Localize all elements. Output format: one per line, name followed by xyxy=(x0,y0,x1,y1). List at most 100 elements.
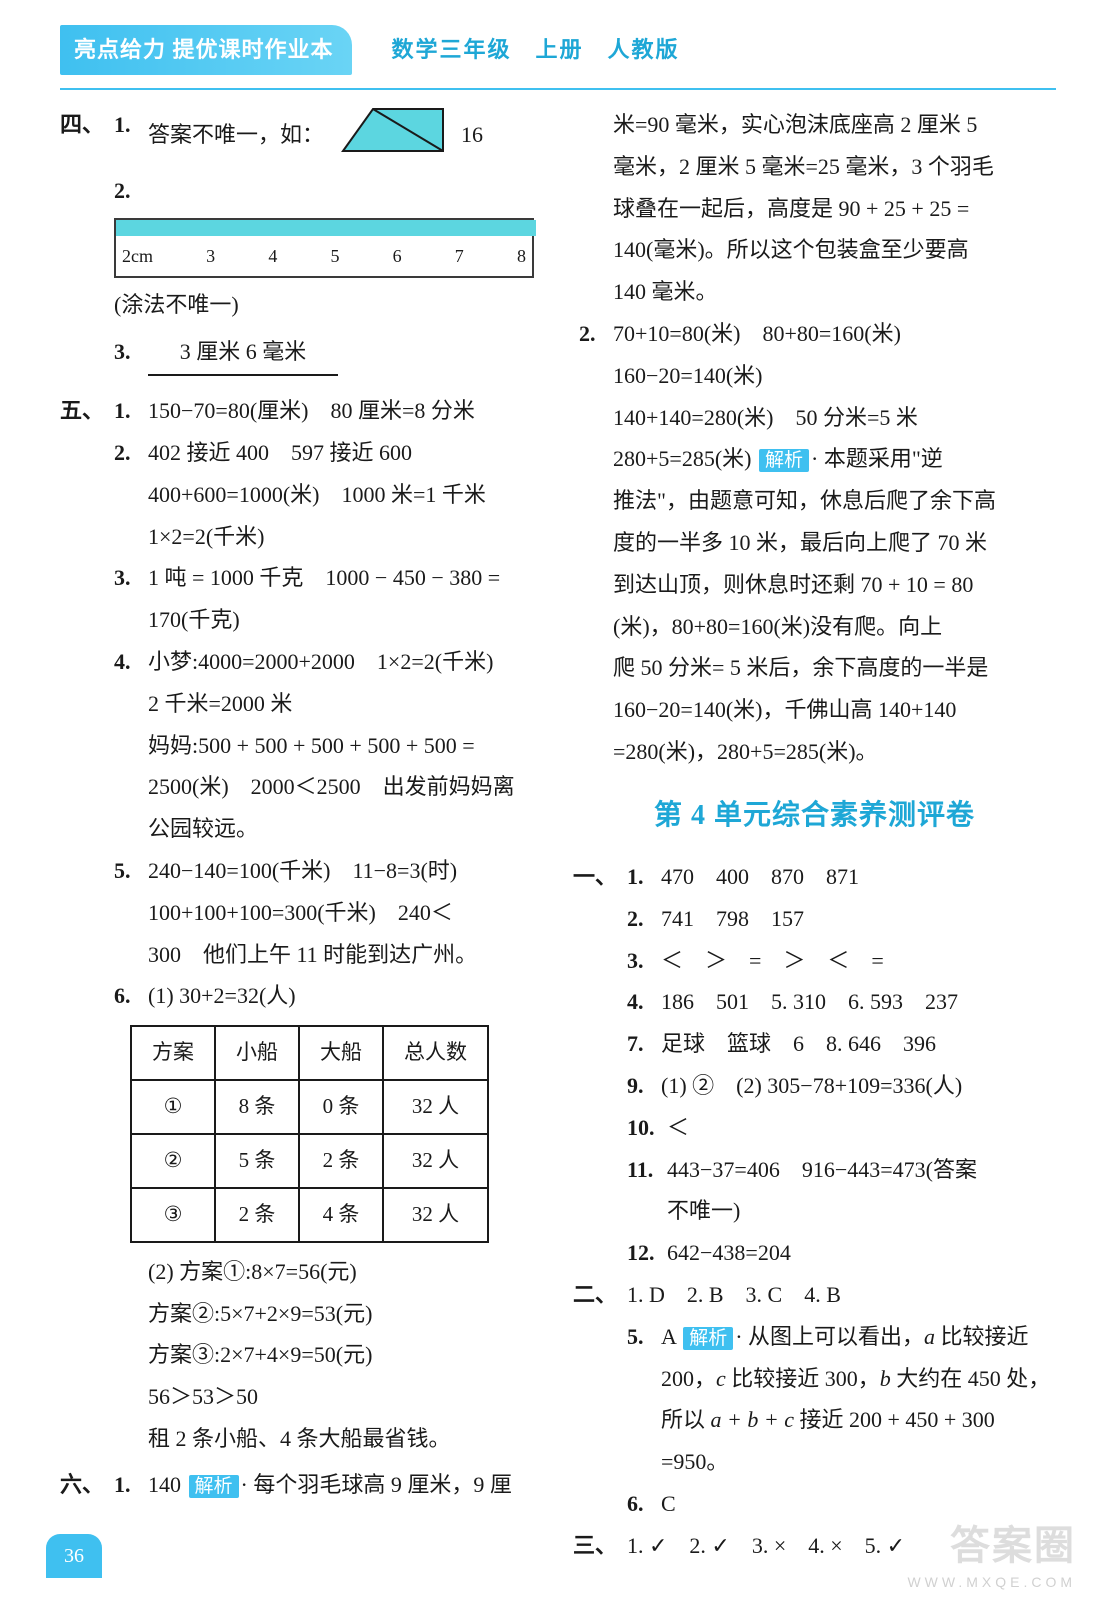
unit-title: 第 4 单元综合素养测评卷 xyxy=(573,789,1056,842)
th: 总人数 xyxy=(383,1026,488,1080)
num: 16 xyxy=(461,122,483,147)
section-5-q6: 6. (1) 30+2=32(人) xyxy=(60,975,543,1017)
section-1-q2: 2. 741 798 157 xyxy=(573,898,1056,940)
q-num: 7. xyxy=(627,1023,661,1065)
text: 爬 50 分米= 5 米后，余下高度的一半是 xyxy=(573,647,1056,689)
text: 不唯一) xyxy=(573,1190,1056,1232)
q-num: 3. xyxy=(114,557,148,599)
text: 741 798 157 xyxy=(661,898,1056,940)
text: 1 吨 = 1000 千克 1000 − 450 − 380 = xyxy=(148,557,543,599)
section-label: 四、 xyxy=(60,104,114,170)
text: 400+600=1000(米) 1000 米=1 千米 xyxy=(60,474,543,516)
q-num: 3. xyxy=(627,940,661,982)
q-num: 1. xyxy=(114,1464,148,1506)
text: 300 他们上午 11 时能到达广州。 xyxy=(60,934,543,976)
ruler-figure: 2cm 3 4 5 6 7 8 xyxy=(60,218,543,278)
two-columns: 四、 1. 答案不唯一，如： 16 2. xyxy=(60,104,1056,1566)
text: ＜ xyxy=(667,1107,1056,1149)
text: 米=90 毫米，实心泡沫底座高 2 厘米 5 xyxy=(573,104,1056,146)
page-number-badge: 36 xyxy=(46,1534,102,1578)
q-num: 4. xyxy=(114,641,148,683)
text: 推法"，由题意可知，休息后爬了余下高 xyxy=(573,480,1056,522)
q-num: 3. xyxy=(114,331,148,376)
text: 240−140=100(千米) 11−8=3(时) xyxy=(148,850,543,892)
text: 方案②:5×7+2×9=53(元) xyxy=(60,1293,543,1335)
section-1-q4: 4. 186 501 5. 310 6. 593 237 xyxy=(573,981,1056,1023)
text: (米)，80+80=160(米)没有爬。向上 xyxy=(573,606,1056,648)
section-5-q1: 五、 1. 150−70=80(厘米) 80 厘米=8 分米 xyxy=(60,390,543,432)
section-label: 六、 xyxy=(60,1464,114,1506)
ruler-fill xyxy=(116,220,536,236)
header-subject: 数学三年级 上册 人教版 xyxy=(392,29,680,71)
text: 150−70=80(厘米) 80 厘米=8 分米 xyxy=(148,390,543,432)
section-1-q10: 10. ＜ xyxy=(573,1107,1056,1149)
q-num: 2. xyxy=(627,898,661,940)
header-underline xyxy=(60,88,1056,90)
text: 方案③:2×7+4×9=50(元) xyxy=(60,1334,543,1376)
table-header-row: 方案 小船 大船 总人数 xyxy=(131,1026,488,1080)
q-num: 2. xyxy=(579,313,613,355)
q-num: 6. xyxy=(114,975,148,1017)
text: 140+140=280(米) 50 分米=5 米 xyxy=(573,397,1056,439)
section-6-q1: 六、 1. 140 解析· 每个羽毛球高 9 厘米，9 厘 xyxy=(60,1464,543,1506)
right-q2: 2. 70+10=80(米) 80+80=160(米) xyxy=(573,313,1056,355)
q-num: 1. xyxy=(114,104,148,170)
text: 1. D 2. B 3. C 4. B xyxy=(627,1274,1056,1316)
text: 公园较远。 xyxy=(60,808,543,850)
text: 280+5=285(米) 解析· 本题采用"逆 xyxy=(573,438,1056,480)
text: (2) 方案①:8×7=56(元) xyxy=(60,1251,543,1293)
section-1-q11: 11. 443−37=406 916−443=473(答案 xyxy=(573,1149,1056,1191)
section-1-q12: 12. 642−438=204 xyxy=(573,1232,1056,1274)
trapezoid-figure xyxy=(338,104,448,170)
parse-tag: 解析 xyxy=(189,1475,239,1498)
section-5-q5: 5. 240−140=100(千米) 11−8=3(时) xyxy=(60,850,543,892)
text: 从图上可以看出， xyxy=(748,1324,924,1349)
q-num: 4. xyxy=(627,981,661,1023)
text: 2 千米=2000 米 xyxy=(60,683,543,725)
text: 比较接近 xyxy=(935,1324,1029,1349)
text: 170(千克) xyxy=(60,599,543,641)
section-label: 三、 xyxy=(573,1525,627,1567)
q-num: 2. xyxy=(114,432,148,474)
text: =950。 xyxy=(573,1441,1056,1483)
th: 方案 xyxy=(131,1026,215,1080)
parse-tag: 解析 xyxy=(759,449,809,472)
text: 200，c 比较接近 300，b 大约在 450 处， xyxy=(573,1358,1056,1400)
text: 到达山顶，则休息时还剩 70 + 10 = 80 xyxy=(573,564,1056,606)
q2-note: (涂法不唯一) xyxy=(60,284,543,326)
text: 100+100+100=300(千米) 240＜ xyxy=(60,892,543,934)
answer-underline: 3 厘米 6 毫米 xyxy=(148,331,338,376)
text: 毫米，2 厘米 5 毫米=25 毫米，3 个羽毛 xyxy=(573,146,1056,188)
text: =280(米)，280+5=285(米)。 xyxy=(573,731,1056,773)
text: 443−37=406 916−443=473(答案 xyxy=(667,1149,1056,1191)
section-4-q2: 2. xyxy=(60,170,543,212)
text: 妈妈:500 + 500 + 500 + 500 + 500 = xyxy=(60,725,543,767)
section-label: 一、 xyxy=(573,856,627,898)
table-row: ① 8 条 0 条 32 人 xyxy=(131,1080,488,1134)
text: (1) ② (2) 305−78+109=336(人) xyxy=(661,1065,1056,1107)
section-4-q1: 四、 1. 答案不唯一，如： 16 xyxy=(60,104,543,170)
right-column: 米=90 毫米，实心泡沫底座高 2 厘米 5 毫米，2 厘米 5 毫米=25 毫… xyxy=(573,104,1056,1566)
text: 160−20=140(米) xyxy=(573,355,1056,397)
table-row: ③ 2 条 4 条 32 人 xyxy=(131,1188,488,1242)
q-num: 5. xyxy=(114,850,148,892)
text: 470 400 870 871 xyxy=(661,856,1056,898)
q-num: 11. xyxy=(627,1149,667,1191)
text: (1) 30+2=32(人) xyxy=(148,975,543,1017)
table-row: ② 5 条 2 条 32 人 xyxy=(131,1134,488,1188)
text: 度的一半多 10 米，最后向上爬了 70 米 xyxy=(573,522,1056,564)
text: ＜ ＞ = ＞ ＜ = xyxy=(661,940,1056,982)
text: 140 xyxy=(148,1472,181,1497)
text: 402 接近 400 597 接近 600 xyxy=(148,432,543,474)
th: 大船 xyxy=(299,1026,383,1080)
q-num: 9. xyxy=(627,1065,661,1107)
q-num: 1. xyxy=(114,390,148,432)
text: 186 501 5. 310 6. 593 237 xyxy=(661,981,1056,1023)
text: 140(毫米)。所以这个包装盒至少要高 xyxy=(573,229,1056,271)
section-1-q1: 一、 1. 470 400 870 871 xyxy=(573,856,1056,898)
section-4-q3: 3. 3 厘米 6 毫米 xyxy=(60,331,543,376)
q-num: 1. xyxy=(627,856,661,898)
q-num: 12. xyxy=(627,1232,667,1274)
text: 642−438=204 xyxy=(667,1232,1056,1274)
page-content: 亮点给力 提优课时作业本 数学三年级 上册 人教版 四、 1. 答案不唯一，如： xyxy=(0,0,1096,1596)
